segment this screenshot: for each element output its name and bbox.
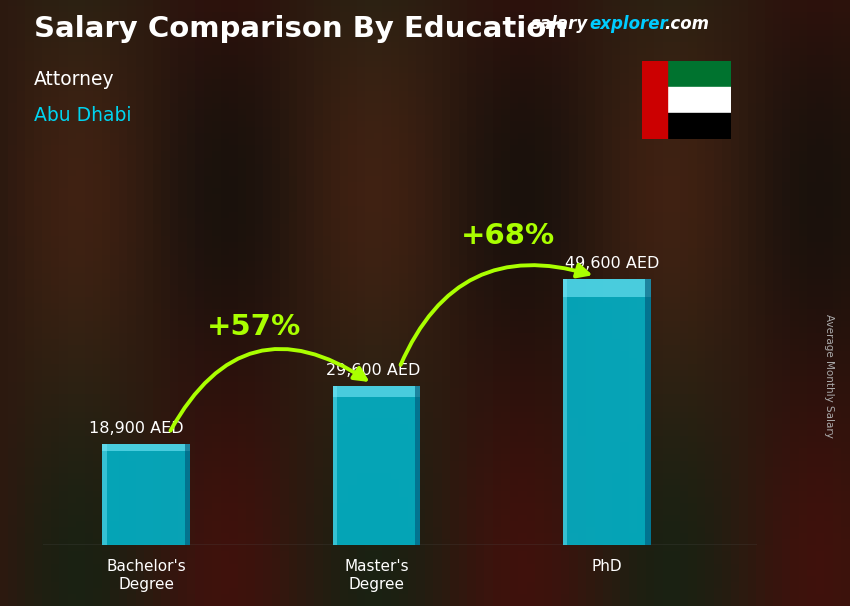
Text: Attorney: Attorney <box>34 70 115 88</box>
Bar <box>415 386 420 545</box>
Bar <box>645 279 650 545</box>
Bar <box>642 87 731 113</box>
Bar <box>642 61 667 139</box>
Bar <box>642 113 731 139</box>
Bar <box>332 386 420 398</box>
Bar <box>332 386 420 545</box>
Text: +57%: +57% <box>207 313 302 341</box>
Text: +68%: +68% <box>461 222 555 250</box>
Bar <box>102 444 190 451</box>
Text: 29,600 AED: 29,600 AED <box>326 363 420 378</box>
Bar <box>563 279 650 545</box>
Text: 18,900 AED: 18,900 AED <box>88 421 184 436</box>
Text: explorer: explorer <box>589 15 668 33</box>
Bar <box>563 279 650 298</box>
Bar <box>102 444 190 545</box>
Bar <box>563 279 568 545</box>
Text: 49,600 AED: 49,600 AED <box>565 256 660 271</box>
Bar <box>332 386 337 545</box>
Bar <box>642 61 731 87</box>
Text: .com: .com <box>664 15 709 33</box>
Bar <box>184 444 190 545</box>
Text: Salary Comparison By Education: Salary Comparison By Education <box>34 15 567 43</box>
Bar <box>102 444 107 545</box>
Text: Abu Dhabi: Abu Dhabi <box>34 106 132 125</box>
Text: Average Monthly Salary: Average Monthly Salary <box>824 314 834 438</box>
Text: salary: salary <box>531 15 588 33</box>
